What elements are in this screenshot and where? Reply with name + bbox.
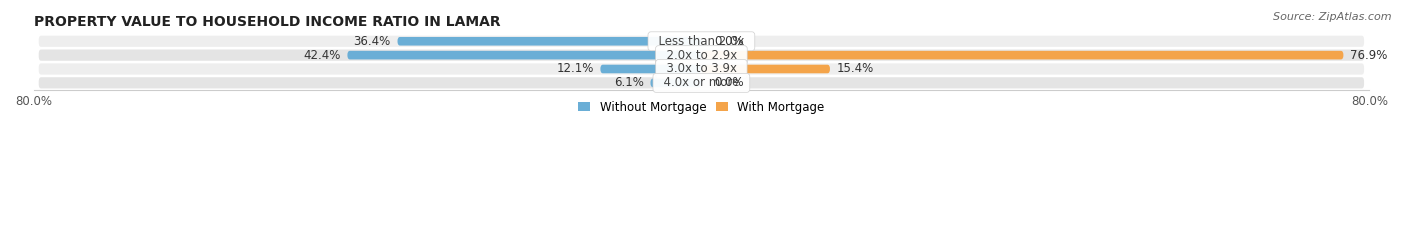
Text: Source: ZipAtlas.com: Source: ZipAtlas.com [1274,12,1392,22]
Text: 76.9%: 76.9% [1350,49,1388,62]
Text: 12.1%: 12.1% [557,62,593,76]
Text: 2.0x to 2.9x: 2.0x to 2.9x [658,49,744,62]
FancyBboxPatch shape [38,48,1365,62]
Text: 36.4%: 36.4% [353,35,391,48]
Text: Less than 2.0x: Less than 2.0x [651,35,752,48]
FancyBboxPatch shape [398,37,702,46]
FancyBboxPatch shape [38,62,1365,76]
Legend: Without Mortgage, With Mortgage: Without Mortgage, With Mortgage [574,96,830,118]
FancyBboxPatch shape [600,65,702,73]
Text: 4.0x or more: 4.0x or more [657,76,747,89]
Text: 0.0%: 0.0% [714,35,744,48]
FancyBboxPatch shape [38,76,1365,90]
Text: 15.4%: 15.4% [837,62,875,76]
FancyBboxPatch shape [702,65,830,73]
Text: PROPERTY VALUE TO HOUSEHOLD INCOME RATIO IN LAMAR: PROPERTY VALUE TO HOUSEHOLD INCOME RATIO… [34,15,501,29]
Text: 6.1%: 6.1% [614,76,644,89]
FancyBboxPatch shape [702,51,1343,59]
Text: 0.0%: 0.0% [714,76,744,89]
FancyBboxPatch shape [347,51,702,59]
FancyBboxPatch shape [651,79,702,87]
Text: 3.0x to 3.9x: 3.0x to 3.9x [658,62,744,76]
FancyBboxPatch shape [38,35,1365,48]
Text: 42.4%: 42.4% [304,49,340,62]
